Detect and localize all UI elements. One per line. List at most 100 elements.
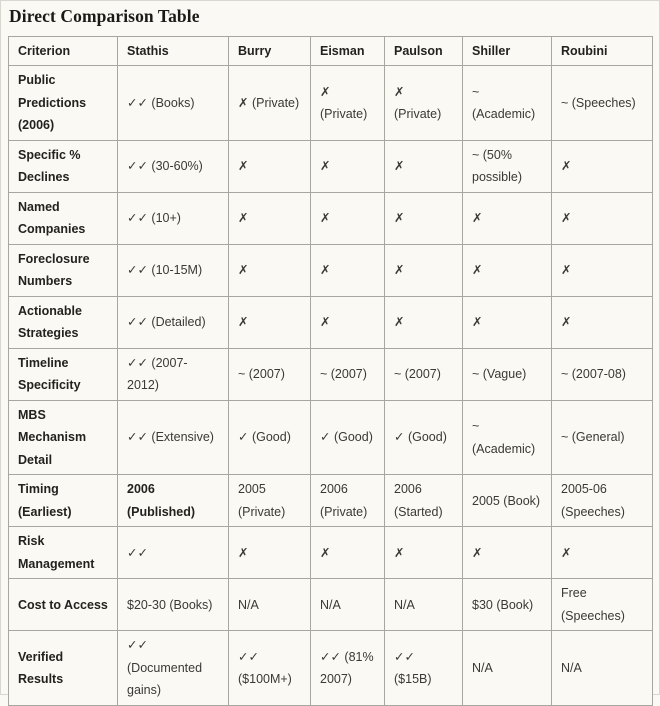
value-cell: ✗ <box>310 139 385 193</box>
table-row: Risk Management ✓✓ ✗ ✗ ✗ ✗ ✗ <box>8 526 653 580</box>
criterion-cell: Timing (Earliest) <box>8 474 118 528</box>
value-cell: ~ (2007) <box>228 347 311 401</box>
value-cell: ✓✓ (10+) <box>117 191 229 245</box>
value-cell: ✓✓ (81% 2007) <box>310 630 385 706</box>
value-cell: ✗ <box>462 295 552 349</box>
value-cell: ✗ <box>310 191 385 245</box>
table-row: Public Predictions (2006) ✓✓ (Books) ✗ (Pr… <box>8 65 653 141</box>
value-cell: ~ (2007) <box>310 347 385 401</box>
value-cell: ✓ (Good) <box>310 399 385 476</box>
criterion-cell: Actionable Strategies <box>8 295 118 349</box>
value-cell: ~ (General) <box>551 399 653 476</box>
value-cell: 2006 (Started) <box>384 474 463 528</box>
value-cell: ✓✓ ($100M+) <box>228 630 311 706</box>
criterion-cell: Named Companies <box>8 191 118 245</box>
value-cell: ✗ <box>551 243 653 297</box>
value-cell: ✗ <box>228 139 311 193</box>
column-header-criterion: Criterion <box>8 35 118 67</box>
value-cell: ✗ <box>228 526 311 580</box>
value-cell: ✓✓ (2007-2012) <box>117 347 229 401</box>
table-header: Criterion Stathis Burry Eisman Paulson Shille… <box>8 35 653 67</box>
value-cell: 2006 (Published) <box>117 474 229 528</box>
value-cell: ✓✓ (30-60%) <box>117 139 229 193</box>
column-header-roubini: Roubini <box>551 35 653 67</box>
value-cell: N/A <box>228 578 311 632</box>
criterion-cell: Timeline Specificity <box>8 347 118 401</box>
table-row: MBS Mechanism Detail ✓✓ (Extensive) ✓ (Goo… <box>8 399 653 476</box>
value-cell: ✗ <box>384 243 463 297</box>
value-cell: N/A <box>310 578 385 632</box>
value-cell: ✗ <box>384 139 463 193</box>
criterion-cell: Specific % Declines <box>8 139 118 193</box>
value-cell: ✗ <box>384 526 463 580</box>
column-header-paulson: Paulson <box>384 35 463 67</box>
column-header-burry: Burry <box>228 35 311 67</box>
value-cell: ✗ <box>384 295 463 349</box>
value-cell: ✓ (Good) <box>228 399 311 476</box>
value-cell: ✗ <box>310 295 385 349</box>
table-row: Named Companies ✓✓ (10+) ✗ ✗ ✗ ✗ ✗ <box>8 191 653 245</box>
value-cell: ~ (Vague) <box>462 347 552 401</box>
value-cell: ✗ (Private) <box>228 65 311 141</box>
value-cell: ✓✓ ($15B) <box>384 630 463 706</box>
value-cell: ✗ <box>551 139 653 193</box>
criterion-cell: Cost to Access <box>8 578 118 632</box>
table-row: Actionable Strategies ✓✓ (Detailed) ✗ ✗ ✗ ✗ ✗ <box>8 295 653 349</box>
value-cell: 2005-06 (Speeches) <box>551 474 653 528</box>
value-cell: ✓✓ (Detailed) <box>117 295 229 349</box>
value-cell: ✗ <box>228 295 311 349</box>
value-cell: ~ (Academic) <box>462 65 552 141</box>
table-row: Cost to Access $20-30 (Books) N/A N/A N/A $30… <box>8 578 653 632</box>
value-cell: ~ (50% possible) <box>462 139 552 193</box>
column-header-stathis: Stathis <box>117 35 229 67</box>
criterion-cell: MBS Mechanism Detail <box>8 399 118 476</box>
value-cell: ~ (2007) <box>384 347 463 401</box>
value-cell: N/A <box>462 630 552 706</box>
page-title: Direct Comparison Table <box>9 6 200 26</box>
value-cell: ✓✓ (Extensive) <box>117 399 229 476</box>
table-row: Foreclosure Numbers ✓✓ (10-15M) ✗ ✗ ✗ ✗ ✗ <box>8 243 653 297</box>
criterion-cell: Risk Management <box>8 526 118 580</box>
criterion-cell: Foreclosure Numbers <box>8 243 118 297</box>
value-cell: ✗ <box>462 526 552 580</box>
value-cell: N/A <box>384 578 463 632</box>
value-cell: ✗ (Private) <box>384 65 463 141</box>
table-row: Timeline Specificity ✓✓ (2007-2012) ~ (200… <box>8 347 653 401</box>
table-body: Public Predictions (2006) ✓✓ (Books) ✗ (Pr… <box>8 65 653 706</box>
value-cell: 2005 (Private) <box>228 474 311 528</box>
value-cell: ✗ <box>310 243 385 297</box>
value-cell: $20-30 (Books) <box>117 578 229 632</box>
value-cell: ~ (Academic) <box>462 399 552 476</box>
value-cell: ✗ <box>462 191 552 245</box>
value-cell: ✗ <box>551 295 653 349</box>
value-cell: 2006 (Private) <box>310 474 385 528</box>
value-cell: ✓ (Good) <box>384 399 463 476</box>
comparison-table: Criterion Stathis Burry Eisman Paulson Shille… <box>8 35 653 706</box>
table-row: Timing (Earliest) 2006 (Published) 2005 (P… <box>8 474 653 528</box>
value-cell: ✓✓ (10-15M) <box>117 243 229 297</box>
value-cell: ✗ <box>551 526 653 580</box>
column-header-shiller: Shiller <box>462 35 552 67</box>
value-cell: ✓✓ (Documented gains) <box>117 630 229 706</box>
value-cell: ✓✓ (Books) <box>117 65 229 141</box>
table-row: Verified Results ✓✓ (Documented gains) ✓✓ … <box>8 630 653 706</box>
value-cell: ✓✓ <box>117 526 229 580</box>
value-cell: ✗ <box>462 243 552 297</box>
value-cell: Free (Speeches) <box>551 578 653 632</box>
criterion-cell: Verified Results <box>8 630 118 706</box>
value-cell: ~ (Speeches) <box>551 65 653 141</box>
value-cell: ✗ <box>228 191 311 245</box>
criterion-cell: Public Predictions (2006) <box>8 65 118 141</box>
value-cell: ✗ <box>551 191 653 245</box>
value-cell: 2005 (Book) <box>462 474 552 528</box>
column-header-eisman: Eisman <box>310 35 385 67</box>
value-cell: ✗ <box>384 191 463 245</box>
value-cell: $30 (Book) <box>462 578 552 632</box>
value-cell: ✗ <box>310 526 385 580</box>
header-row: Criterion Stathis Burry Eisman Paulson Shille… <box>8 35 653 67</box>
value-cell: ✗ (Private) <box>310 65 385 141</box>
value-cell: ✗ <box>228 243 311 297</box>
value-cell: N/A <box>551 630 653 706</box>
value-cell: ~ (2007-08) <box>551 347 653 401</box>
